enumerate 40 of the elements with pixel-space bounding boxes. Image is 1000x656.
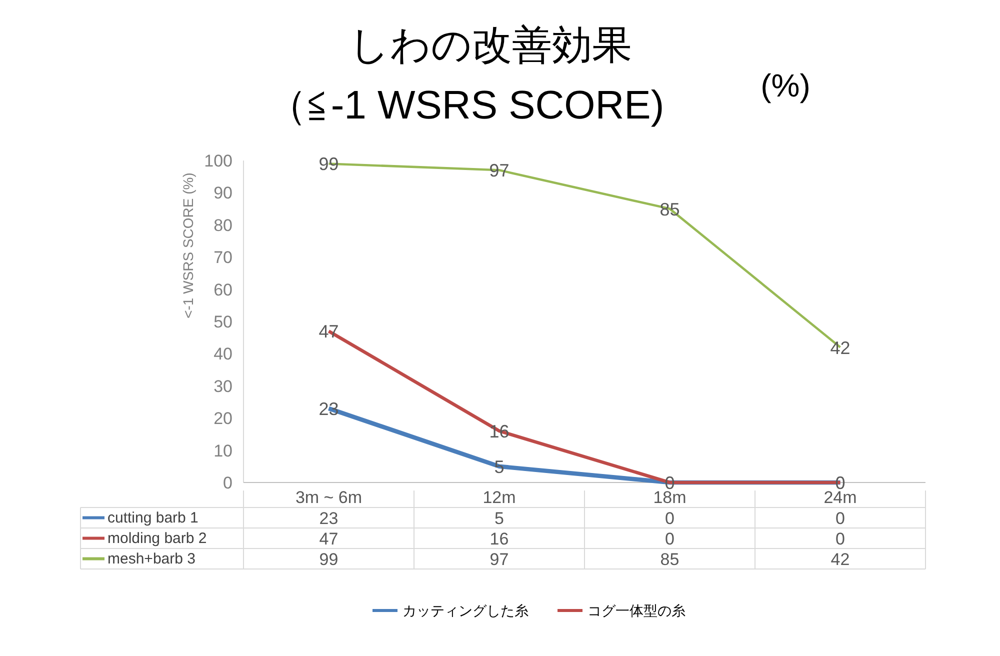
legend-label: molding barb 2 — [108, 530, 207, 547]
data-label: 16 — [490, 529, 509, 548]
legend-label: cutting barb 1 — [108, 509, 198, 526]
category-label: 12m — [482, 488, 516, 507]
y-tick-label: 40 — [214, 344, 233, 364]
data-label: 0 — [665, 529, 674, 548]
data-label: 0 — [665, 508, 674, 528]
data-label: 42 — [830, 550, 850, 569]
y-tick-label: 20 — [214, 409, 233, 428]
legend-label: mesh+barb 3 — [108, 550, 196, 568]
y-tick-label: 10 — [214, 441, 233, 460]
data-label: 99 — [318, 154, 339, 174]
legend-label: コグ一体型の糸 — [588, 602, 686, 618]
y-tick-label: 80 — [214, 216, 233, 235]
y-tick-label: 30 — [214, 376, 233, 396]
data-label: 23 — [319, 508, 338, 528]
data-label: 85 — [660, 550, 680, 569]
data-label: 42 — [830, 338, 850, 358]
y-tick-label: 50 — [214, 312, 233, 332]
chart-subtitle: （≦-1 WSRS SCORE) — [266, 84, 664, 128]
y-tick-label: 100 — [204, 152, 233, 170]
y-tick-label: 60 — [214, 280, 233, 300]
category-label: 24m — [824, 488, 857, 507]
category-label: 3m ~ 6m — [295, 488, 362, 507]
data-label: 0 — [836, 529, 845, 548]
data-label: 99 — [319, 550, 338, 569]
data-label: 47 — [318, 322, 339, 342]
chart-title: しわの改善効果 — [349, 24, 632, 68]
data-label: 5 — [494, 508, 504, 528]
data-label: 97 — [490, 550, 509, 569]
y-tick-label: 70 — [214, 248, 233, 268]
data-label: 23 — [318, 398, 339, 419]
data-label: 0 — [836, 508, 845, 528]
y-tick-label: 90 — [214, 184, 233, 203]
text: (%) — [760, 68, 810, 104]
y-axis-title: <-1 WSRS SCORE (%) — [180, 172, 196, 318]
y-tick-label: 0 — [223, 474, 233, 492]
legend-label: カッティングした糸 — [402, 602, 528, 618]
category-label: 18m — [653, 488, 686, 507]
data-label: 47 — [319, 529, 338, 548]
